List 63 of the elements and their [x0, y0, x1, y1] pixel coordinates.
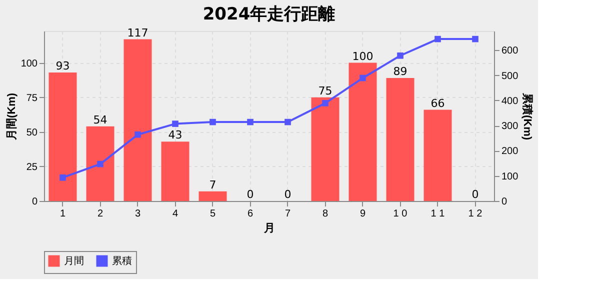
data-label: 54 [93, 113, 108, 126]
y2-tick-label: 600 [502, 46, 519, 57]
point [434, 36, 441, 42]
x-axis-title: 月 [263, 222, 275, 234]
y-tick-label: 25 [26, 162, 38, 173]
data-label: 75 [318, 84, 332, 98]
point [172, 120, 178, 127]
data-label: 117 [127, 26, 148, 40]
y-tick-label: 0 [32, 196, 38, 208]
y2-tick-label: 200 [502, 146, 519, 158]
point [360, 74, 366, 82]
x-tick-label: 8 [322, 208, 328, 220]
point [210, 118, 216, 126]
x-tick-label: 7 [284, 208, 291, 220]
chart-title: 2024年走行距離 [202, 4, 336, 24]
y2-tick-label: 300 [502, 121, 519, 132]
y-tick-label: 75 [26, 92, 38, 104]
data-label: 0 [472, 188, 479, 201]
point [134, 131, 141, 138]
data-label: 93 [56, 59, 70, 72]
point [472, 36, 478, 42]
x-tick-label: 1 2 [468, 208, 483, 220]
point [284, 118, 291, 126]
data-label: 0 [284, 188, 292, 201]
y2-tick-label: 400 [502, 96, 519, 107]
point [247, 118, 254, 126]
x-tick-label: 2 [97, 208, 104, 220]
data-label: 100 [352, 50, 374, 63]
point [97, 160, 104, 168]
legend-label: 累積 [112, 255, 132, 267]
bar [124, 39, 152, 201]
x-tick-label: 1 [60, 208, 66, 220]
x-tick-label: 6 [247, 208, 254, 220]
x-tick-label: 1 1 [430, 208, 446, 220]
x-tick-label: 5 [210, 208, 216, 220]
x-tick-label: 9 [360, 208, 366, 220]
point [60, 174, 66, 181]
y2-axis-title: 累積(Km) [521, 92, 534, 140]
y-axis-title: 月間(Km) [6, 92, 18, 142]
y2-tick-label: 500 [502, 70, 519, 82]
bar [86, 126, 114, 201]
y2-tick-label: 100 [502, 171, 519, 182]
bar [198, 191, 227, 201]
x-tick-label: 4 [172, 208, 178, 220]
data-label: 89 [393, 64, 408, 78]
legend-label: 月間 [64, 256, 84, 267]
bar [348, 62, 377, 201]
bar [424, 110, 452, 201]
data-label: 0 [246, 188, 254, 201]
bar [386, 78, 414, 201]
data-label: 7 [209, 178, 216, 192]
x-tick-label: 1 0 [393, 208, 408, 220]
data-label: 43 [168, 128, 182, 142]
y2-tick-label: 0 [502, 196, 508, 208]
y-tick-label: 50 [26, 127, 38, 138]
point [322, 100, 328, 106]
point [397, 52, 404, 59]
data-label: 66 [430, 96, 445, 110]
bar [311, 97, 340, 201]
y-tick-label: 100 [20, 58, 38, 70]
bar [48, 72, 77, 201]
bar [161, 142, 190, 201]
x-tick-label: 3 [134, 208, 141, 220]
